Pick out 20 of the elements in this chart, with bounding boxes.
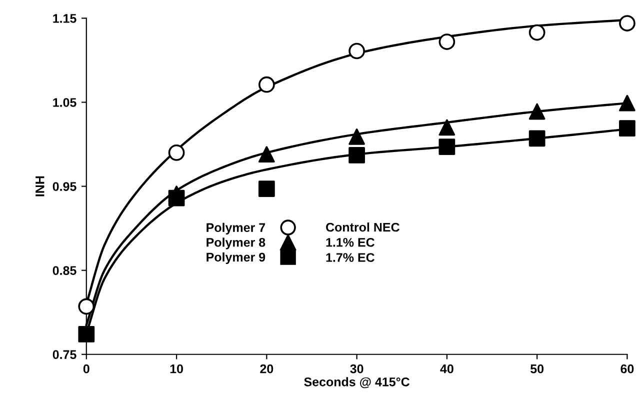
x-axis-title: Seconds @ 415°C bbox=[304, 377, 410, 388]
y-tick-label: 0.95 bbox=[52, 182, 76, 191]
x-tick-label: 60 bbox=[620, 364, 634, 374]
annotation: 1.7% EC bbox=[326, 253, 374, 262]
x-tick-label: 20 bbox=[260, 364, 274, 374]
annotation: Control NEC bbox=[326, 222, 400, 232]
annotation: 1.1% EC bbox=[326, 238, 374, 247]
y-axis-title: INH bbox=[36, 176, 44, 196]
legend-label: Polymer 9 bbox=[206, 252, 266, 264]
legend-label: Polymer 7 bbox=[206, 222, 266, 234]
x-tick-label: 10 bbox=[170, 364, 183, 374]
y-tick-label: 0.85 bbox=[52, 266, 76, 275]
x-tick-label: 0 bbox=[83, 364, 90, 374]
x-tick-label: 30 bbox=[350, 364, 364, 374]
x-tick-label: 40 bbox=[440, 364, 454, 374]
x-tick-label: 50 bbox=[530, 364, 544, 374]
legend-label: Polymer 8 bbox=[206, 238, 266, 250]
y-tick-label: 0.75 bbox=[52, 350, 76, 360]
y-tick-label: 1.05 bbox=[53, 98, 76, 107]
y-tick-label: 1.15 bbox=[53, 14, 76, 23]
